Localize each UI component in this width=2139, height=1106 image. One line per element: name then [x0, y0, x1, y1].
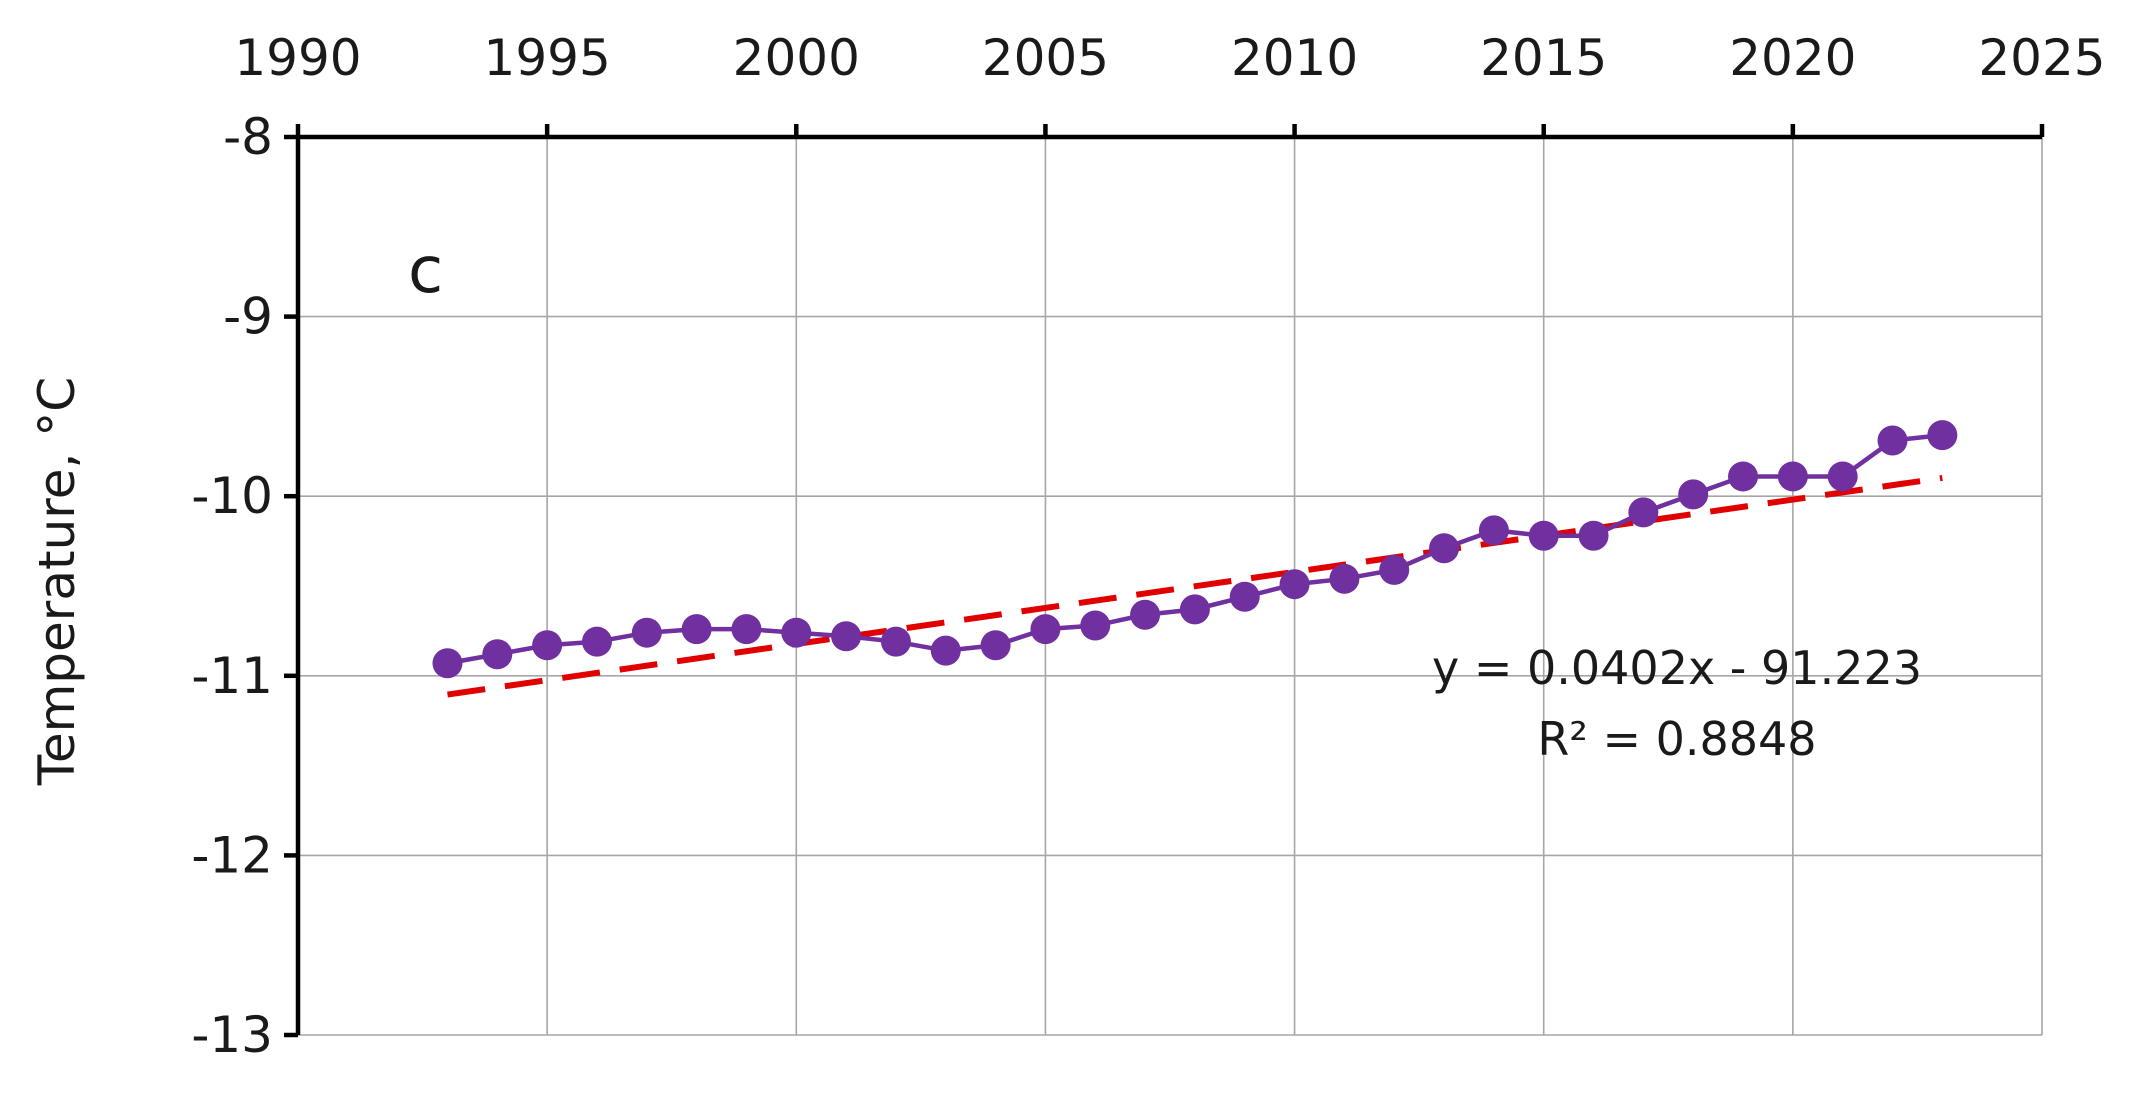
data-point — [1329, 563, 1360, 594]
x-tick-label: 2020 — [1729, 29, 1856, 87]
data-point — [581, 626, 612, 657]
data-point — [1927, 420, 1958, 451]
x-tick-label: 2025 — [1978, 29, 2105, 87]
data-point — [1229, 581, 1260, 612]
trend-equation: y = 0.0402x - 91.223 — [1432, 641, 1922, 695]
data-point — [980, 630, 1011, 661]
data-point — [1528, 520, 1559, 551]
series-line — [447, 432, 1943, 666]
data-point — [880, 626, 911, 657]
data-point — [1678, 479, 1709, 510]
data-point — [1827, 461, 1858, 492]
y-axis-title: Temperature, °C — [28, 377, 86, 786]
data-point — [432, 648, 463, 679]
data-point — [532, 630, 563, 661]
y-tick-label: -8 — [223, 108, 273, 166]
gridlines — [298, 137, 2043, 1036]
x-tick-label: 2005 — [982, 29, 1109, 87]
data-point — [1379, 554, 1410, 585]
labels-group: c Temperature, °C y = 0.0402x - 91.223 R… — [28, 29, 2106, 1064]
data-point — [1578, 520, 1609, 551]
data-point — [681, 614, 712, 645]
data-point — [731, 614, 762, 645]
data-point — [631, 617, 662, 648]
trendline-group — [447, 474, 1943, 698]
data-point — [831, 621, 862, 652]
y-tick-label: -10 — [191, 467, 273, 525]
x-tick-label: 1995 — [484, 29, 611, 87]
data-point — [482, 639, 513, 670]
data-point — [1728, 461, 1759, 492]
data-point — [1030, 614, 1061, 645]
x-tick-label: 2000 — [733, 29, 860, 87]
data-point — [1628, 497, 1659, 528]
series-group — [432, 420, 1958, 679]
x-tick-label: 2015 — [1480, 29, 1607, 87]
x-tick-label: 1990 — [234, 29, 361, 87]
y-tick-label: -12 — [191, 826, 273, 884]
data-point — [930, 635, 961, 666]
y-tick-label: -13 — [191, 1006, 273, 1064]
data-point — [1478, 515, 1509, 546]
data-point — [1179, 594, 1210, 625]
data-point — [781, 617, 812, 648]
data-point — [1080, 610, 1111, 641]
trend-r-squared: R² = 0.8848 — [1537, 712, 1816, 766]
data-point — [1130, 599, 1161, 630]
data-point — [1429, 533, 1460, 564]
trendline — [447, 474, 1943, 698]
data-point — [1877, 425, 1908, 456]
axes — [284, 124, 2045, 1038]
data-point — [1279, 569, 1310, 600]
x-tick-label: 2010 — [1231, 29, 1358, 87]
panel-label: c — [408, 234, 443, 308]
y-tick-label: -9 — [223, 288, 273, 346]
data-point — [1777, 461, 1808, 492]
y-tick-label: -11 — [191, 647, 273, 705]
